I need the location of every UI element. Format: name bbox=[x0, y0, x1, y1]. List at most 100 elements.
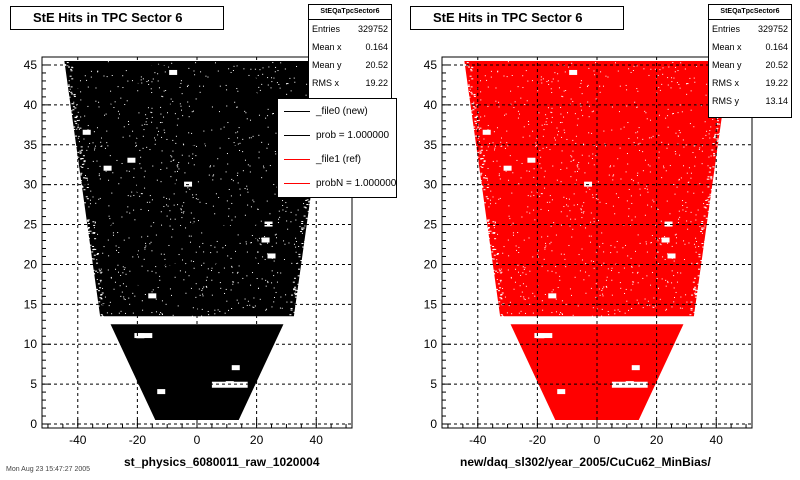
stats-row-mean-y: Mean y 20.52 bbox=[309, 56, 391, 74]
speckle-point bbox=[704, 121, 706, 123]
speckle-point bbox=[546, 124, 548, 126]
speckle-point bbox=[180, 80, 182, 82]
speckle-point bbox=[146, 117, 148, 119]
speckle-point bbox=[108, 205, 110, 207]
speckle-point bbox=[611, 129, 613, 131]
speckle-point bbox=[561, 121, 563, 123]
speckle-point bbox=[123, 298, 125, 300]
speckle-point bbox=[123, 296, 125, 298]
speckle-point bbox=[506, 130, 508, 132]
speckle-point bbox=[120, 274, 122, 276]
speckle-point bbox=[258, 114, 260, 116]
edge-point bbox=[474, 116, 477, 118]
speckle-point bbox=[680, 177, 682, 179]
speckle-point bbox=[192, 307, 194, 309]
speckle-point bbox=[87, 146, 89, 148]
speckle-point bbox=[97, 233, 99, 235]
speckle-point bbox=[517, 264, 519, 266]
edge-point bbox=[309, 217, 312, 219]
edge-point bbox=[73, 128, 76, 130]
speckle-point bbox=[229, 224, 231, 226]
speckle-point bbox=[565, 90, 567, 92]
speckle-point bbox=[506, 312, 508, 314]
speckle-point bbox=[500, 281, 502, 283]
speckle-point bbox=[469, 88, 471, 90]
edge-point bbox=[476, 104, 479, 106]
speckle-point bbox=[84, 75, 86, 77]
speckle-point bbox=[699, 226, 701, 228]
speckle-point bbox=[163, 116, 165, 118]
speckle-point bbox=[183, 144, 185, 146]
edge-point bbox=[716, 118, 719, 120]
speckle-point bbox=[185, 271, 187, 273]
stats-value: 329752 bbox=[357, 24, 388, 34]
speckle-point bbox=[512, 172, 514, 174]
speckle-point bbox=[555, 298, 557, 300]
speckle-point bbox=[160, 253, 162, 255]
speckle-point bbox=[225, 244, 227, 246]
speckle-point bbox=[296, 262, 298, 264]
speckle-point bbox=[625, 244, 627, 246]
speckle-point bbox=[145, 245, 147, 247]
speckle-point bbox=[622, 247, 624, 249]
speckle-point bbox=[542, 135, 544, 137]
speckle-point bbox=[646, 188, 648, 190]
speckle-point bbox=[578, 162, 580, 164]
edge-point bbox=[493, 254, 496, 256]
speckle-point bbox=[625, 288, 627, 290]
speckle-point bbox=[269, 165, 271, 167]
speckle-point bbox=[251, 235, 253, 237]
stats-label: Entries bbox=[712, 24, 741, 34]
speckle-point bbox=[262, 73, 264, 75]
edge-point bbox=[486, 198, 489, 200]
y-tick-label: 0 bbox=[30, 417, 37, 431]
speckle-point bbox=[644, 110, 646, 112]
x-tick-label: 0 bbox=[594, 433, 601, 447]
speckle-point bbox=[106, 142, 108, 144]
edge-point bbox=[499, 272, 502, 274]
speckle-point bbox=[280, 62, 282, 64]
stats-row-entries: Entries 329752 bbox=[709, 20, 791, 38]
speckle-point bbox=[491, 232, 493, 234]
speckle-point bbox=[536, 184, 538, 186]
edge-point bbox=[479, 174, 482, 176]
speckle-point bbox=[588, 155, 590, 157]
edge-point bbox=[68, 66, 71, 68]
dead-pad-hole bbox=[231, 365, 240, 371]
speckle-point bbox=[112, 234, 114, 236]
speckle-point bbox=[551, 112, 553, 114]
edge-point bbox=[714, 133, 717, 135]
speckle-point bbox=[617, 70, 619, 72]
speckle-point bbox=[679, 307, 681, 309]
speckle-point bbox=[657, 251, 659, 253]
speckle-point bbox=[161, 136, 163, 138]
speckle-point bbox=[706, 178, 708, 180]
edge-point bbox=[716, 138, 719, 140]
speckle-point bbox=[697, 262, 699, 264]
speckle-point bbox=[522, 266, 524, 268]
speckle-point bbox=[304, 225, 306, 227]
speckle-point bbox=[226, 105, 228, 107]
stats-row-rms-x: RMS x 19.22 bbox=[709, 74, 791, 92]
speckle-point bbox=[599, 246, 601, 248]
speckle-point bbox=[151, 270, 153, 272]
speckle-point bbox=[127, 195, 129, 197]
speckle-point bbox=[518, 183, 520, 185]
speckle-point bbox=[681, 307, 683, 309]
speckle-point bbox=[582, 143, 584, 145]
speckle-point bbox=[190, 287, 192, 289]
speckle-point bbox=[238, 127, 240, 129]
edge-point bbox=[492, 269, 495, 271]
speckle-point bbox=[650, 68, 652, 70]
speckle-point bbox=[570, 155, 572, 157]
speckle-point bbox=[170, 98, 172, 100]
edge-point bbox=[500, 294, 503, 296]
speckle-point bbox=[535, 142, 537, 144]
speckle-point bbox=[480, 99, 482, 101]
edge-point bbox=[705, 217, 708, 219]
speckle-point bbox=[529, 135, 531, 137]
y-tick-label: 5 bbox=[30, 377, 37, 391]
speckle-point bbox=[99, 197, 101, 199]
speckle-point bbox=[672, 113, 674, 115]
